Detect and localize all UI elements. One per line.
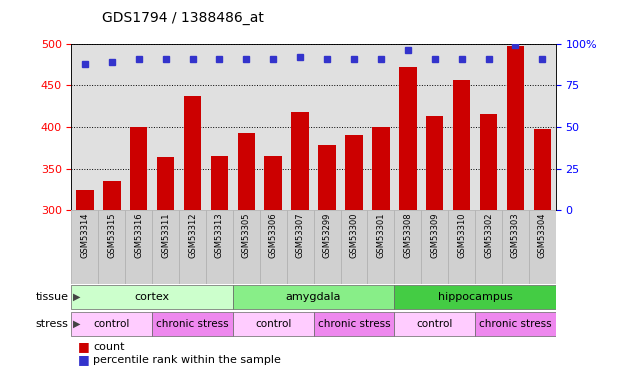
Bar	[314, 312, 394, 336]
Bar	[345, 135, 363, 210]
Text: count: count	[93, 342, 125, 351]
Bar	[71, 312, 152, 336]
Bar	[475, 312, 556, 336]
Text: ▶: ▶	[73, 292, 80, 302]
Bar	[291, 112, 309, 210]
Bar	[480, 114, 497, 210]
Text: amygdala: amygdala	[286, 292, 342, 302]
Bar	[130, 127, 147, 210]
Bar	[157, 157, 175, 210]
Bar	[103, 181, 120, 210]
Text: GSM53308: GSM53308	[403, 213, 412, 258]
Text: ■: ■	[78, 354, 89, 366]
Text: GSM53313: GSM53313	[215, 213, 224, 258]
Bar	[372, 127, 389, 210]
Bar	[260, 210, 287, 284]
Text: cortex: cortex	[135, 292, 170, 302]
Bar	[211, 156, 228, 210]
Text: tissue: tissue	[35, 292, 68, 302]
Bar	[287, 210, 314, 284]
Bar	[502, 210, 529, 284]
Text: chronic stress: chronic stress	[156, 319, 229, 329]
Text: control: control	[417, 319, 453, 329]
Bar	[179, 210, 206, 284]
Bar	[319, 145, 336, 210]
Bar	[340, 210, 368, 284]
Bar	[152, 312, 233, 336]
Text: GSM53311: GSM53311	[161, 213, 170, 258]
Text: GSM53315: GSM53315	[107, 213, 116, 258]
Text: GSM53307: GSM53307	[296, 213, 305, 258]
Bar	[265, 156, 282, 210]
Text: GSM53299: GSM53299	[322, 213, 332, 258]
Text: GSM53309: GSM53309	[430, 213, 439, 258]
Bar	[394, 210, 421, 284]
Bar	[529, 210, 556, 284]
Bar	[421, 210, 448, 284]
Text: ▶: ▶	[73, 319, 80, 329]
Text: GSM53314: GSM53314	[80, 213, 89, 258]
Text: percentile rank within the sample: percentile rank within the sample	[93, 355, 281, 365]
Bar	[453, 80, 470, 210]
Text: hippocampus: hippocampus	[438, 292, 512, 302]
Bar	[71, 285, 233, 309]
Text: GSM53312: GSM53312	[188, 213, 197, 258]
Text: GSM53316: GSM53316	[134, 213, 143, 258]
Text: ■: ■	[78, 340, 89, 353]
Text: GSM53306: GSM53306	[269, 213, 278, 258]
Bar	[475, 210, 502, 284]
Bar	[233, 210, 260, 284]
Text: chronic stress: chronic stress	[318, 319, 390, 329]
Text: GSM53301: GSM53301	[376, 213, 386, 258]
Bar	[206, 210, 233, 284]
Text: GDS1794 / 1388486_at: GDS1794 / 1388486_at	[102, 11, 265, 25]
Text: GSM53304: GSM53304	[538, 213, 547, 258]
Bar	[394, 285, 556, 309]
Bar	[399, 67, 417, 210]
Bar	[533, 129, 551, 210]
Bar	[98, 210, 125, 284]
Text: GSM53303: GSM53303	[511, 213, 520, 258]
Bar	[314, 210, 340, 284]
Text: GSM53300: GSM53300	[350, 213, 358, 258]
Bar	[426, 116, 443, 210]
Bar	[448, 210, 475, 284]
Bar	[233, 312, 314, 336]
Bar	[507, 46, 524, 210]
Bar	[184, 96, 201, 210]
Text: GSM53310: GSM53310	[457, 213, 466, 258]
Bar	[368, 210, 394, 284]
Bar	[125, 210, 152, 284]
Bar	[394, 312, 475, 336]
Bar	[76, 189, 94, 210]
Text: stress: stress	[35, 319, 68, 329]
Text: GSM53302: GSM53302	[484, 213, 493, 258]
Bar	[152, 210, 179, 284]
Text: control: control	[94, 319, 130, 329]
Text: GSM53305: GSM53305	[242, 213, 251, 258]
Bar	[233, 285, 394, 309]
Text: control: control	[255, 319, 291, 329]
Text: chronic stress: chronic stress	[479, 319, 551, 329]
Bar	[71, 210, 98, 284]
Bar	[238, 133, 255, 210]
